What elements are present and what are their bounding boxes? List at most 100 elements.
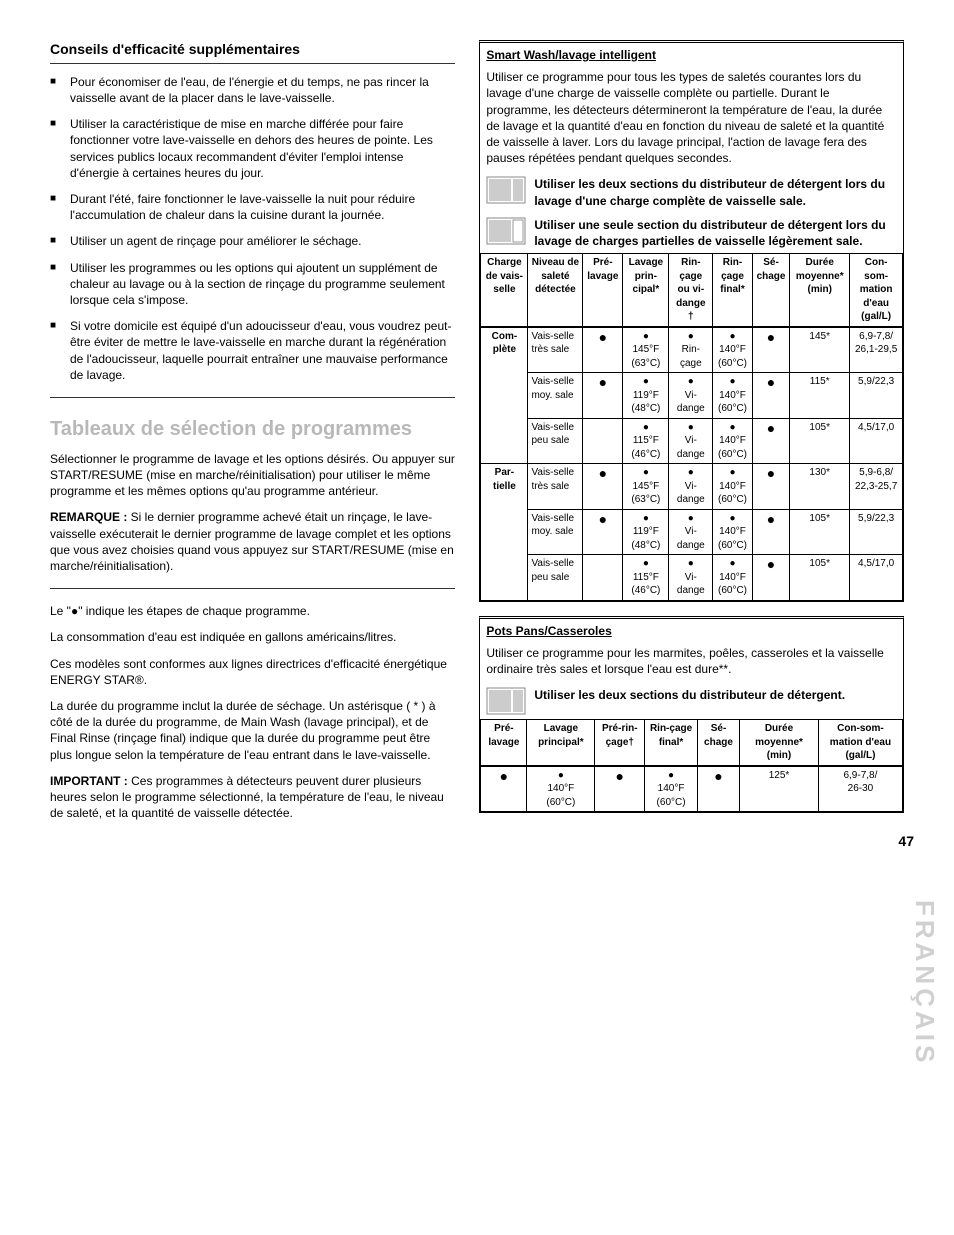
td: ● Rin-çage <box>669 327 713 373</box>
language-side-label: FRANÇAIS <box>907 900 942 1066</box>
td: ● 140°F (60°C) <box>645 766 698 812</box>
page-number: 47 <box>898 832 914 851</box>
td: ● <box>583 464 623 510</box>
pots-pans-box: Pots Pans/Casseroles Utiliser ce program… <box>479 616 904 814</box>
water-note: La consommation d'eau est indiquée en ga… <box>50 629 455 645</box>
td: ● 140°F (60°C) <box>713 327 753 373</box>
td: 105* <box>790 555 850 601</box>
td: Vais-selle très sale <box>528 464 583 510</box>
th: Niveau de saleté détectée <box>528 254 583 327</box>
th: Con-som-mation d'eau (gal/L) <box>818 720 902 766</box>
td <box>583 418 623 464</box>
td: 145* <box>790 327 850 373</box>
detergent-full-icon <box>486 176 526 204</box>
td: ● 119°F (48°C) <box>623 373 669 419</box>
detergent-full-text: Utiliser les deux sections du distribute… <box>534 176 897 208</box>
tips-list: Pour économiser de l'eau, de l'énergie e… <box>50 74 455 383</box>
th: Lavage principal* <box>527 720 595 766</box>
td: Vais-selle moy. sale <box>528 509 583 555</box>
td: ● Vi-dange <box>669 373 713 419</box>
pots-table: Pré-lavage Lavage principal* Pré-rin-çag… <box>480 719 903 812</box>
td: ● 119°F (48°C) <box>623 509 669 555</box>
th: Charge de vais-selle <box>481 254 528 327</box>
th: Rin-çage final* <box>713 254 753 327</box>
tip-item: Pour économiser de l'eau, de l'énergie e… <box>50 74 455 106</box>
smart-wash-table: Charge de vais-selle Niveau de saleté dé… <box>480 253 903 601</box>
divider <box>50 588 455 589</box>
td: ● <box>481 766 527 812</box>
td: ● Vi-dange <box>669 555 713 601</box>
th: Rin-çage final* <box>645 720 698 766</box>
td: 6,9-7,8/ 26,1-29,5 <box>850 327 903 373</box>
th: Sé-chage <box>752 254 789 327</box>
group-cell: Com-plète <box>481 327 528 464</box>
pots-deterg-text: Utiliser les deux sections du distribute… <box>534 687 897 703</box>
td: ● <box>752 555 789 601</box>
td: 105* <box>790 509 850 555</box>
th: Sé-chage <box>697 720 739 766</box>
group-cell: Par-tielle <box>481 464 528 601</box>
tip-item: Utiliser un agent de rinçage pour amélio… <box>50 233 455 249</box>
th: Durée moyenne* (min) <box>790 254 850 327</box>
detergent-full-icon <box>486 687 526 715</box>
td: 5,9/22,3 <box>850 509 903 555</box>
td: ● Vi-dange <box>669 509 713 555</box>
tip-item: Utiliser la caractéristique de mise en m… <box>50 116 455 181</box>
td: Vais-selle peu sale <box>528 555 583 601</box>
td: ● <box>752 327 789 373</box>
td: 125* <box>740 766 819 812</box>
td: ● 115°F (46°C) <box>623 418 669 464</box>
important-paragraph: IMPORTANT : Ces programmes à détecteurs … <box>50 773 455 822</box>
td: 6,9-7,8/ 26-30 <box>818 766 902 812</box>
td: ● 140°F (60°C) <box>713 373 753 419</box>
smart-wash-desc: Utiliser ce programme pour tous les type… <box>480 67 903 172</box>
smart-wash-box: Smart Wash/lavage intelligent Utiliser c… <box>479 40 904 602</box>
td: 130* <box>790 464 850 510</box>
th: Lavage prin-cipal* <box>623 254 669 327</box>
tip-item: Durant l'été, faire fonctionner le lave-… <box>50 191 455 223</box>
pots-title: Pots Pans/Casseroles <box>480 619 903 643</box>
td: ● 140°F (60°C) <box>713 464 753 510</box>
td: Vais-selle très sale <box>528 327 583 373</box>
tips-heading: Conseils d'efficacité supplémentaires <box>50 40 455 64</box>
td: ● Vi-dange <box>669 418 713 464</box>
td: ● <box>583 373 623 419</box>
td: ● <box>752 464 789 510</box>
td: ● 140°F (60°C) <box>713 555 753 601</box>
intro-paragraph: Sélectionner le programme de lavage et l… <box>50 451 455 500</box>
td: ● 145°F (63°C) <box>623 464 669 510</box>
tip-item: Utiliser les programmes ou les options q… <box>50 260 455 309</box>
td: ● 145°F (63°C) <box>623 327 669 373</box>
th: Rin-çage ou vi-dange † <box>669 254 713 327</box>
td: ● <box>752 418 789 464</box>
td: ● <box>583 509 623 555</box>
td: 105* <box>790 418 850 464</box>
td <box>583 555 623 601</box>
td: Vais-selle moy. sale <box>528 373 583 419</box>
td: 4,5/17,0 <box>850 418 903 464</box>
td: ● <box>583 327 623 373</box>
td: 115* <box>790 373 850 419</box>
energy-note: Ces modèles sont conformes aux lignes di… <box>50 656 455 688</box>
tip-item: Si votre domicile est équipé d'un adouci… <box>50 318 455 383</box>
td: ● Vi-dange <box>669 464 713 510</box>
remarque-paragraph: REMARQUE : Si le dernier programme achev… <box>50 509 455 574</box>
th: Pré-lavage <box>481 720 527 766</box>
th: Pré-rin-çage† <box>595 720 645 766</box>
th: Con-som-mation d'eau (gal/L) <box>850 254 903 327</box>
th: Durée moyenne* (min) <box>740 720 819 766</box>
td: ● <box>595 766 645 812</box>
td: ● <box>752 373 789 419</box>
dot-legend: Le "●" indique les étapes de chaque prog… <box>50 603 455 619</box>
detergent-half-text: Utiliser une seule section du distribute… <box>534 217 897 249</box>
td: ● 115°F (46°C) <box>623 555 669 601</box>
td: 5,9-6,8/ 22,3-25,7 <box>850 464 903 510</box>
th: Pré-lavage <box>583 254 623 327</box>
td: ● 140°F (60°C) <box>527 766 595 812</box>
divider <box>50 397 455 398</box>
pots-desc: Utiliser ce programme pour les marmites,… <box>480 643 903 683</box>
td: ● <box>752 509 789 555</box>
td: 5,9/22,3 <box>850 373 903 419</box>
duration-note: La durée du programme inclut la durée de… <box>50 698 455 763</box>
detergent-half-icon <box>486 217 526 245</box>
